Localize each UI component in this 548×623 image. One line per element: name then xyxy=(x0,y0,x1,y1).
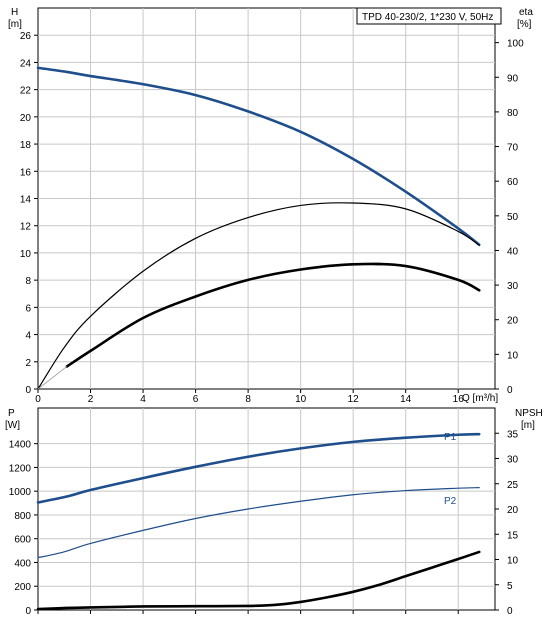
y-right-tick-label: 80 xyxy=(507,108,519,119)
top-series-eta_p-extension xyxy=(37,366,68,390)
x-tick-label: 2 xyxy=(88,394,94,405)
y-right-tick-label: 90 xyxy=(507,73,519,84)
bottom-series xyxy=(36,432,481,611)
y-left-tick-label: 1200 xyxy=(9,463,32,474)
y-right-tick-label: 10 xyxy=(507,350,519,361)
x-tick-label: 10 xyxy=(295,394,307,405)
y-right-tick-label: 100 xyxy=(507,39,524,50)
y-left-tick-label: 12 xyxy=(20,222,32,233)
y-left-tick-label: 18 xyxy=(20,140,32,151)
top-series xyxy=(36,66,481,390)
bottom-grid xyxy=(38,408,495,610)
y-right-tick-label: 30 xyxy=(507,281,519,292)
x-tick-label: 0 xyxy=(35,394,41,405)
y-right-tick-label: 0 xyxy=(507,606,513,617)
y-right-tick-label: 5 xyxy=(507,581,513,592)
x-tick-label: 8 xyxy=(245,394,251,405)
y-right-tick-label: 30 xyxy=(507,455,519,466)
y-left-unit-top: [m] xyxy=(8,19,22,30)
bottom-plot-frame xyxy=(37,407,496,611)
y-left-tick-label: 600 xyxy=(14,535,31,546)
top-series-eta-p-line xyxy=(65,262,481,368)
x-axis-label: Q [m³/h] xyxy=(462,393,498,404)
y-right-tick-label: 0 xyxy=(507,385,513,396)
y-left-tick-label: 1000 xyxy=(9,487,32,498)
y-left-label-top: H xyxy=(11,7,18,18)
bottom-series-p1-line xyxy=(36,432,481,504)
top-series-eta-line xyxy=(37,202,480,390)
chart-title: TPD 40-230/2, 1*230 V, 50Hz xyxy=(362,12,493,23)
y-right-unit-bottom: [m] xyxy=(521,420,535,431)
y-right-tick-label: 60 xyxy=(507,177,519,188)
series-label-p1: P1 xyxy=(444,432,457,443)
y-left-tick-label: 16 xyxy=(20,167,32,178)
y-left-tick-label: 400 xyxy=(14,558,31,569)
y-left-tick-label: 14 xyxy=(20,195,32,206)
y-left-tick-label: 1400 xyxy=(9,440,32,451)
y-left-tick-label: 0 xyxy=(25,606,31,617)
y-right-tick-label: 35 xyxy=(507,429,519,440)
y-left-tick-label: 8 xyxy=(25,276,31,287)
y-left-tick-label: 0 xyxy=(25,385,31,396)
y-left-tick-label: 22 xyxy=(20,86,32,97)
x-tick-label: 16 xyxy=(453,394,465,405)
y-right-unit-top: [%] xyxy=(517,19,532,30)
y-left-unit-bottom: [W] xyxy=(5,420,20,431)
y-right-tick-label: 10 xyxy=(507,556,519,567)
top-series-h-line xyxy=(36,66,481,247)
top-grid xyxy=(38,8,495,389)
y-left-tick-label: 200 xyxy=(14,582,31,593)
y-right-tick-label: 15 xyxy=(507,530,519,541)
y-right-tick-label: 70 xyxy=(507,143,519,154)
bottom-tick-labels: 0 200 400 600 800 1000 1200 1400 0 5 10 15 20 25 30 35 xyxy=(9,429,519,617)
series-label-p2: P2 xyxy=(444,496,457,507)
bottom-series-p2-line xyxy=(37,487,480,559)
x-tick-label: 12 xyxy=(348,394,360,405)
y-left-tick-label: 26 xyxy=(20,31,32,42)
y-left-tick-label: 2 xyxy=(25,358,31,369)
y-left-tick-label: 4 xyxy=(25,331,31,342)
y-left-tick-label: 6 xyxy=(25,303,31,314)
y-left-tick-label: 10 xyxy=(20,249,32,260)
y-right-label-bottom: NPSH xyxy=(515,408,543,419)
x-tick-label: 6 xyxy=(193,394,199,405)
y-right-tick-label: 20 xyxy=(507,316,519,327)
y-left-tick-label: 20 xyxy=(20,113,32,124)
y-right-tick-label: 25 xyxy=(507,480,519,491)
bottom-series-npsh-line xyxy=(36,550,481,611)
y-left-label-bottom: P xyxy=(8,408,15,419)
y-right-tick-label: 50 xyxy=(507,212,519,223)
y-left-tick-label: 800 xyxy=(14,511,31,522)
x-tick-label: 14 xyxy=(400,394,412,405)
x-tick-label: 4 xyxy=(140,394,146,405)
y-right-tick-label: 40 xyxy=(507,246,519,257)
title-box xyxy=(356,7,502,25)
y-right-tick-label: 20 xyxy=(507,505,519,516)
y-left-tick-label: 24 xyxy=(20,58,32,69)
y-right-label-top: eta xyxy=(519,7,533,18)
top-tick-labels: 0 2 4 6 8 10 12 14 16024681012141618202224260102… xyxy=(20,31,524,405)
